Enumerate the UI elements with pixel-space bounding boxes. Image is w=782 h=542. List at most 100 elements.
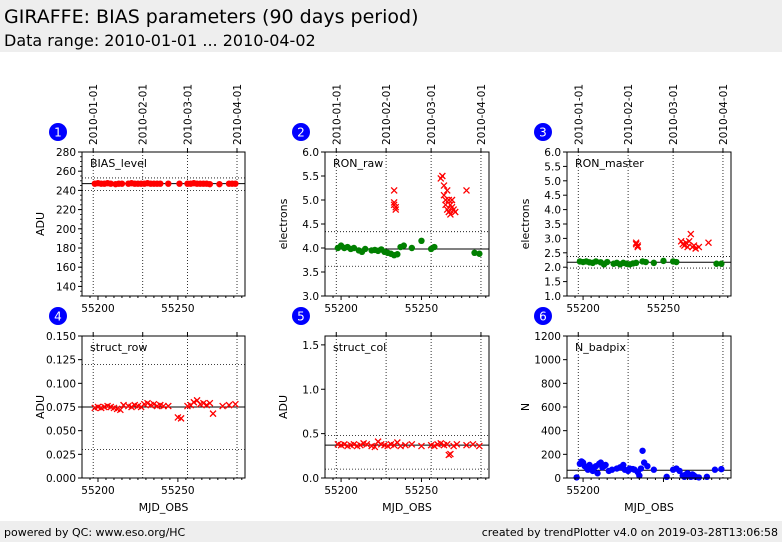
y-tick-label: 0.100 [46,378,76,390]
data-point [718,260,725,267]
data-point [608,466,616,473]
x-axis-label: MJD_OBS [382,501,432,514]
data-point-x [401,441,409,449]
data-point-x [451,208,459,216]
data-point [592,258,600,265]
y-tick-label: 1.5 [302,340,319,352]
x-tick-label: 55250 [161,485,194,497]
chart-panel-5: 0.0 0.5 1.0 1.5 55200 55250 MJD_OBS ADU struct_c… [277,307,490,514]
data-point-x [390,198,398,206]
y-tick-label: 3.5 [544,219,561,231]
panel-index-badge [534,123,552,141]
data-point-x [177,414,185,422]
panel-index-number: 5 [297,310,305,324]
plot-frame [566,335,732,479]
x-tick-label: 55200 [566,303,599,315]
data-point-x [443,440,451,448]
plot-frame [566,151,732,297]
data-point [118,180,126,187]
data-point [711,466,719,473]
data-point-x [219,402,227,410]
panel-index-number: 3 [539,126,547,140]
y-tick-label: 220 [56,205,76,217]
page-subtitle: Data range: 2010-01-01 ... 2010-04-02 [4,31,316,50]
y-tick-label: 400 [541,426,561,438]
chart-panel-3: 2010-01-01 2010-02-01 2010-03-01 2010-04-01… [519,84,732,315]
data-point [431,243,438,251]
data-point-x [450,442,458,450]
y-tick-label: 0.150 [46,331,76,343]
y-tick-label: 0.050 [46,426,76,438]
data-point-x [150,400,158,408]
data-point-x [446,210,454,218]
y-tick-label: 5.5 [544,161,561,173]
y-axis-label: ADU [34,395,47,419]
data-point-x [206,399,214,407]
y-axis-label: ADU [34,212,47,236]
panel-index-number: 6 [539,310,547,324]
y-tick-label: 1200 [534,331,561,343]
data-point [165,180,172,187]
data-point [636,472,643,479]
data-point [713,260,720,267]
panel-index-number: 2 [297,126,305,140]
x-tick-label: 55200 [81,485,114,497]
y-tick-label: 800 [541,378,561,390]
y-tick-label: 1.0 [302,384,319,396]
data-point [642,258,649,266]
chart-grid: 2010-01-01 2010-02-01 2010-03-01 2010-04-01… [34,84,732,514]
chart-panel-2: 2010-01-01 2010-02-01 2010-03-01 2010-04-01… [277,84,490,315]
y-tick-label: 5.5 [302,171,319,183]
data-point-x [225,401,233,409]
data-point [206,180,214,188]
y-tick-label: 2.5 [544,248,561,260]
x-axis-label: MJD_OBS [624,501,674,514]
data-point-x [453,440,461,448]
data-point-x [687,230,695,238]
data-point [650,259,658,267]
date-tick-label: 2010-03-01 [668,84,680,145]
data-point-x [392,203,400,211]
x-tick-label: 55250 [405,485,438,497]
data-point-x [469,440,477,448]
y-tick-label: 0.075 [46,402,76,414]
y-tick-label: 4.5 [544,190,561,202]
data-point [644,462,651,470]
data-point [594,470,601,477]
data-point [639,447,646,454]
y-tick-label: 0 [554,473,561,485]
y-tick-label: 180 [56,243,76,255]
y-tick-label: 3.5 [302,267,319,279]
parameter-label: BIAS_level [90,157,147,170]
data-point-x [340,440,348,448]
data-point-x [144,399,151,407]
data-point [176,180,183,187]
date-tick-label: 2010-03-01 [182,84,194,145]
data-point-x [116,406,124,414]
data-point-x [632,239,640,247]
y-tick-label: 0.025 [46,449,76,461]
panel-index-badge [292,123,310,141]
data-point-x [371,443,379,451]
y-axis-label: electrons [277,198,290,249]
y-tick-label: 2.0 [544,262,561,274]
y-tick-label: 5.0 [302,195,319,207]
data-point [400,242,407,249]
y-tick-label: 1.5 [544,277,561,289]
data-point-x [705,239,712,247]
x-axis-label: MJD_OBS [139,501,189,514]
data-point-x [392,206,400,214]
data-point-x [430,442,438,450]
date-tick-label: 2010-02-01 [138,84,150,145]
y-axis-label: ADU [277,395,290,419]
parameter-label: struct_row [90,341,147,354]
x-tick-label: 55250 [405,303,438,315]
footer-timestamp: created by trendPlotter v4.0 on 2019-03-… [481,526,778,539]
y-axis-label: N [519,403,532,411]
y-tick-label: 5.0 [544,176,561,188]
y-tick-label: 4.5 [302,219,319,231]
data-point [650,466,658,473]
data-point-x [390,186,398,194]
data-point-x [634,243,642,251]
data-point-x [350,440,358,448]
